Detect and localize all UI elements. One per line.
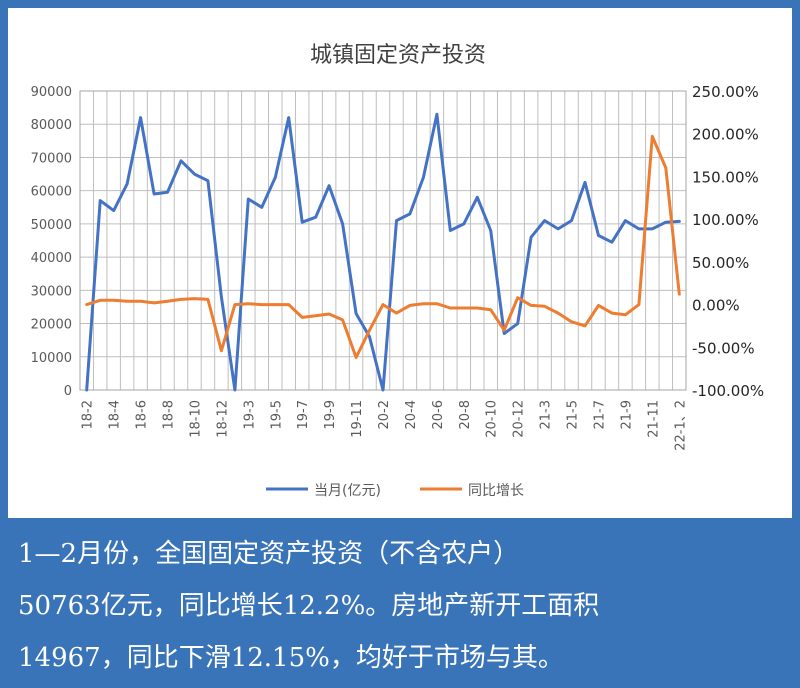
x-axis-tick-label: 18-4	[108, 400, 123, 430]
x-axis-tick-label: 20-2	[377, 400, 392, 430]
right-axis-tick-label: 200.00%	[692, 126, 759, 144]
caption-text: 1—2月份，全国固定资产投资（不含农户） 50763亿元，同比增长12.2%。房…	[18, 528, 788, 684]
series-line-current-month	[85, 112, 681, 392]
left-axis-ticks: 90000 80000 70000 60000 50000 40000 30000 20000…	[31, 85, 72, 399]
left-axis-tick-label: 80000	[31, 118, 72, 133]
x-axis-tick-label: 19-3	[242, 400, 257, 430]
right-axis-ticks: 250.00% 200.00% 150.00% 100.00% 50.00% 0.00% -…	[692, 83, 764, 400]
right-axis-tick-label: 50.00%	[692, 254, 749, 272]
series-line-yoy-growth	[85, 134, 681, 359]
gridlines	[79, 90, 687, 391]
right-axis-tick-label: 150.00%	[692, 168, 759, 186]
x-axis-tick-label: 20-12	[512, 400, 527, 438]
left-axis-tick-label: 30000	[31, 284, 72, 299]
x-axis-tick-label: 21-3	[539, 400, 554, 430]
x-axis-tick-label: 18-6	[135, 400, 150, 430]
left-axis-tick-label: 70000	[31, 151, 72, 166]
x-axis-tick-label: 22-1、2	[673, 400, 688, 451]
left-axis-tick-label: 0	[64, 384, 72, 399]
legend-label-yoy: 同比增长	[468, 483, 524, 499]
left-axis-tick-label: 40000	[31, 251, 72, 266]
x-axis-ticks: 18-2 18-4 18-6 18-8 18-10 18-12 19-3 19-5 19-7 19…	[81, 400, 689, 451]
x-axis-tick-label: 19-9	[323, 400, 338, 430]
plot-border	[79, 90, 687, 391]
right-axis-tick-label: 250.00%	[692, 83, 759, 101]
left-axis-tick-label: 50000	[31, 218, 72, 233]
x-axis-tick-label: 18-2	[81, 400, 96, 430]
legend-label-current-month: 当月(亿元)	[314, 483, 381, 499]
x-axis-tick-label: 18-12	[215, 400, 230, 438]
x-axis-tick-label: 20-4	[404, 400, 419, 430]
x-axis-tick-label: 21-9	[619, 400, 634, 430]
series-lines	[85, 112, 681, 392]
x-axis-tick-label: 18-8	[162, 400, 177, 430]
chart-panel: 城镇固定资产投资 90000 80000 70000 60000 50000 40000 3…	[8, 8, 792, 518]
x-axis-tick-label: 21-5	[566, 400, 581, 430]
line-chart: 城镇固定资产投资 90000 80000 70000 60000 50000 40000 3…	[31, 43, 765, 499]
right-axis-tick-label: -100.00%	[692, 382, 764, 400]
left-axis-tick-label: 60000	[31, 185, 72, 200]
chart-title: 城镇固定资产投资	[310, 43, 486, 68]
x-axis-tick-label: 20-6	[431, 400, 446, 430]
legend: 当月(亿元) 同比增长	[266, 483, 524, 499]
x-axis-tick-label: 19-5	[269, 400, 284, 430]
x-axis-tick-label: 18-10	[188, 400, 203, 438]
x-axis-tick-label: 20-10	[485, 400, 500, 438]
right-axis-tick-label: 100.00%	[692, 211, 759, 229]
caption-line-2: 50763亿元，同比增长12.2%。房地产新开工面积	[18, 591, 600, 621]
x-axis-tick-label: 21-11	[646, 400, 661, 438]
right-axis-tick-label: -50.00%	[692, 339, 755, 357]
caption-line-1: 1—2月份，全国固定资产投资（不含农户）	[18, 539, 520, 569]
left-axis-tick-label: 90000	[31, 85, 72, 100]
left-axis-tick-label: 20000	[31, 318, 72, 333]
x-axis-tick-label: 20-8	[458, 400, 473, 430]
x-axis-tick-label: 19-11	[350, 400, 365, 438]
caption-line-3: 14967，同比下滑12.15%，均好于市场与其。	[18, 643, 564, 673]
x-axis-tick-label: 19-7	[296, 400, 311, 430]
x-axis-tick-label: 21-7	[592, 400, 607, 430]
right-axis-tick-label: 0.00%	[692, 297, 740, 315]
left-axis-tick-label: 10000	[31, 351, 72, 366]
